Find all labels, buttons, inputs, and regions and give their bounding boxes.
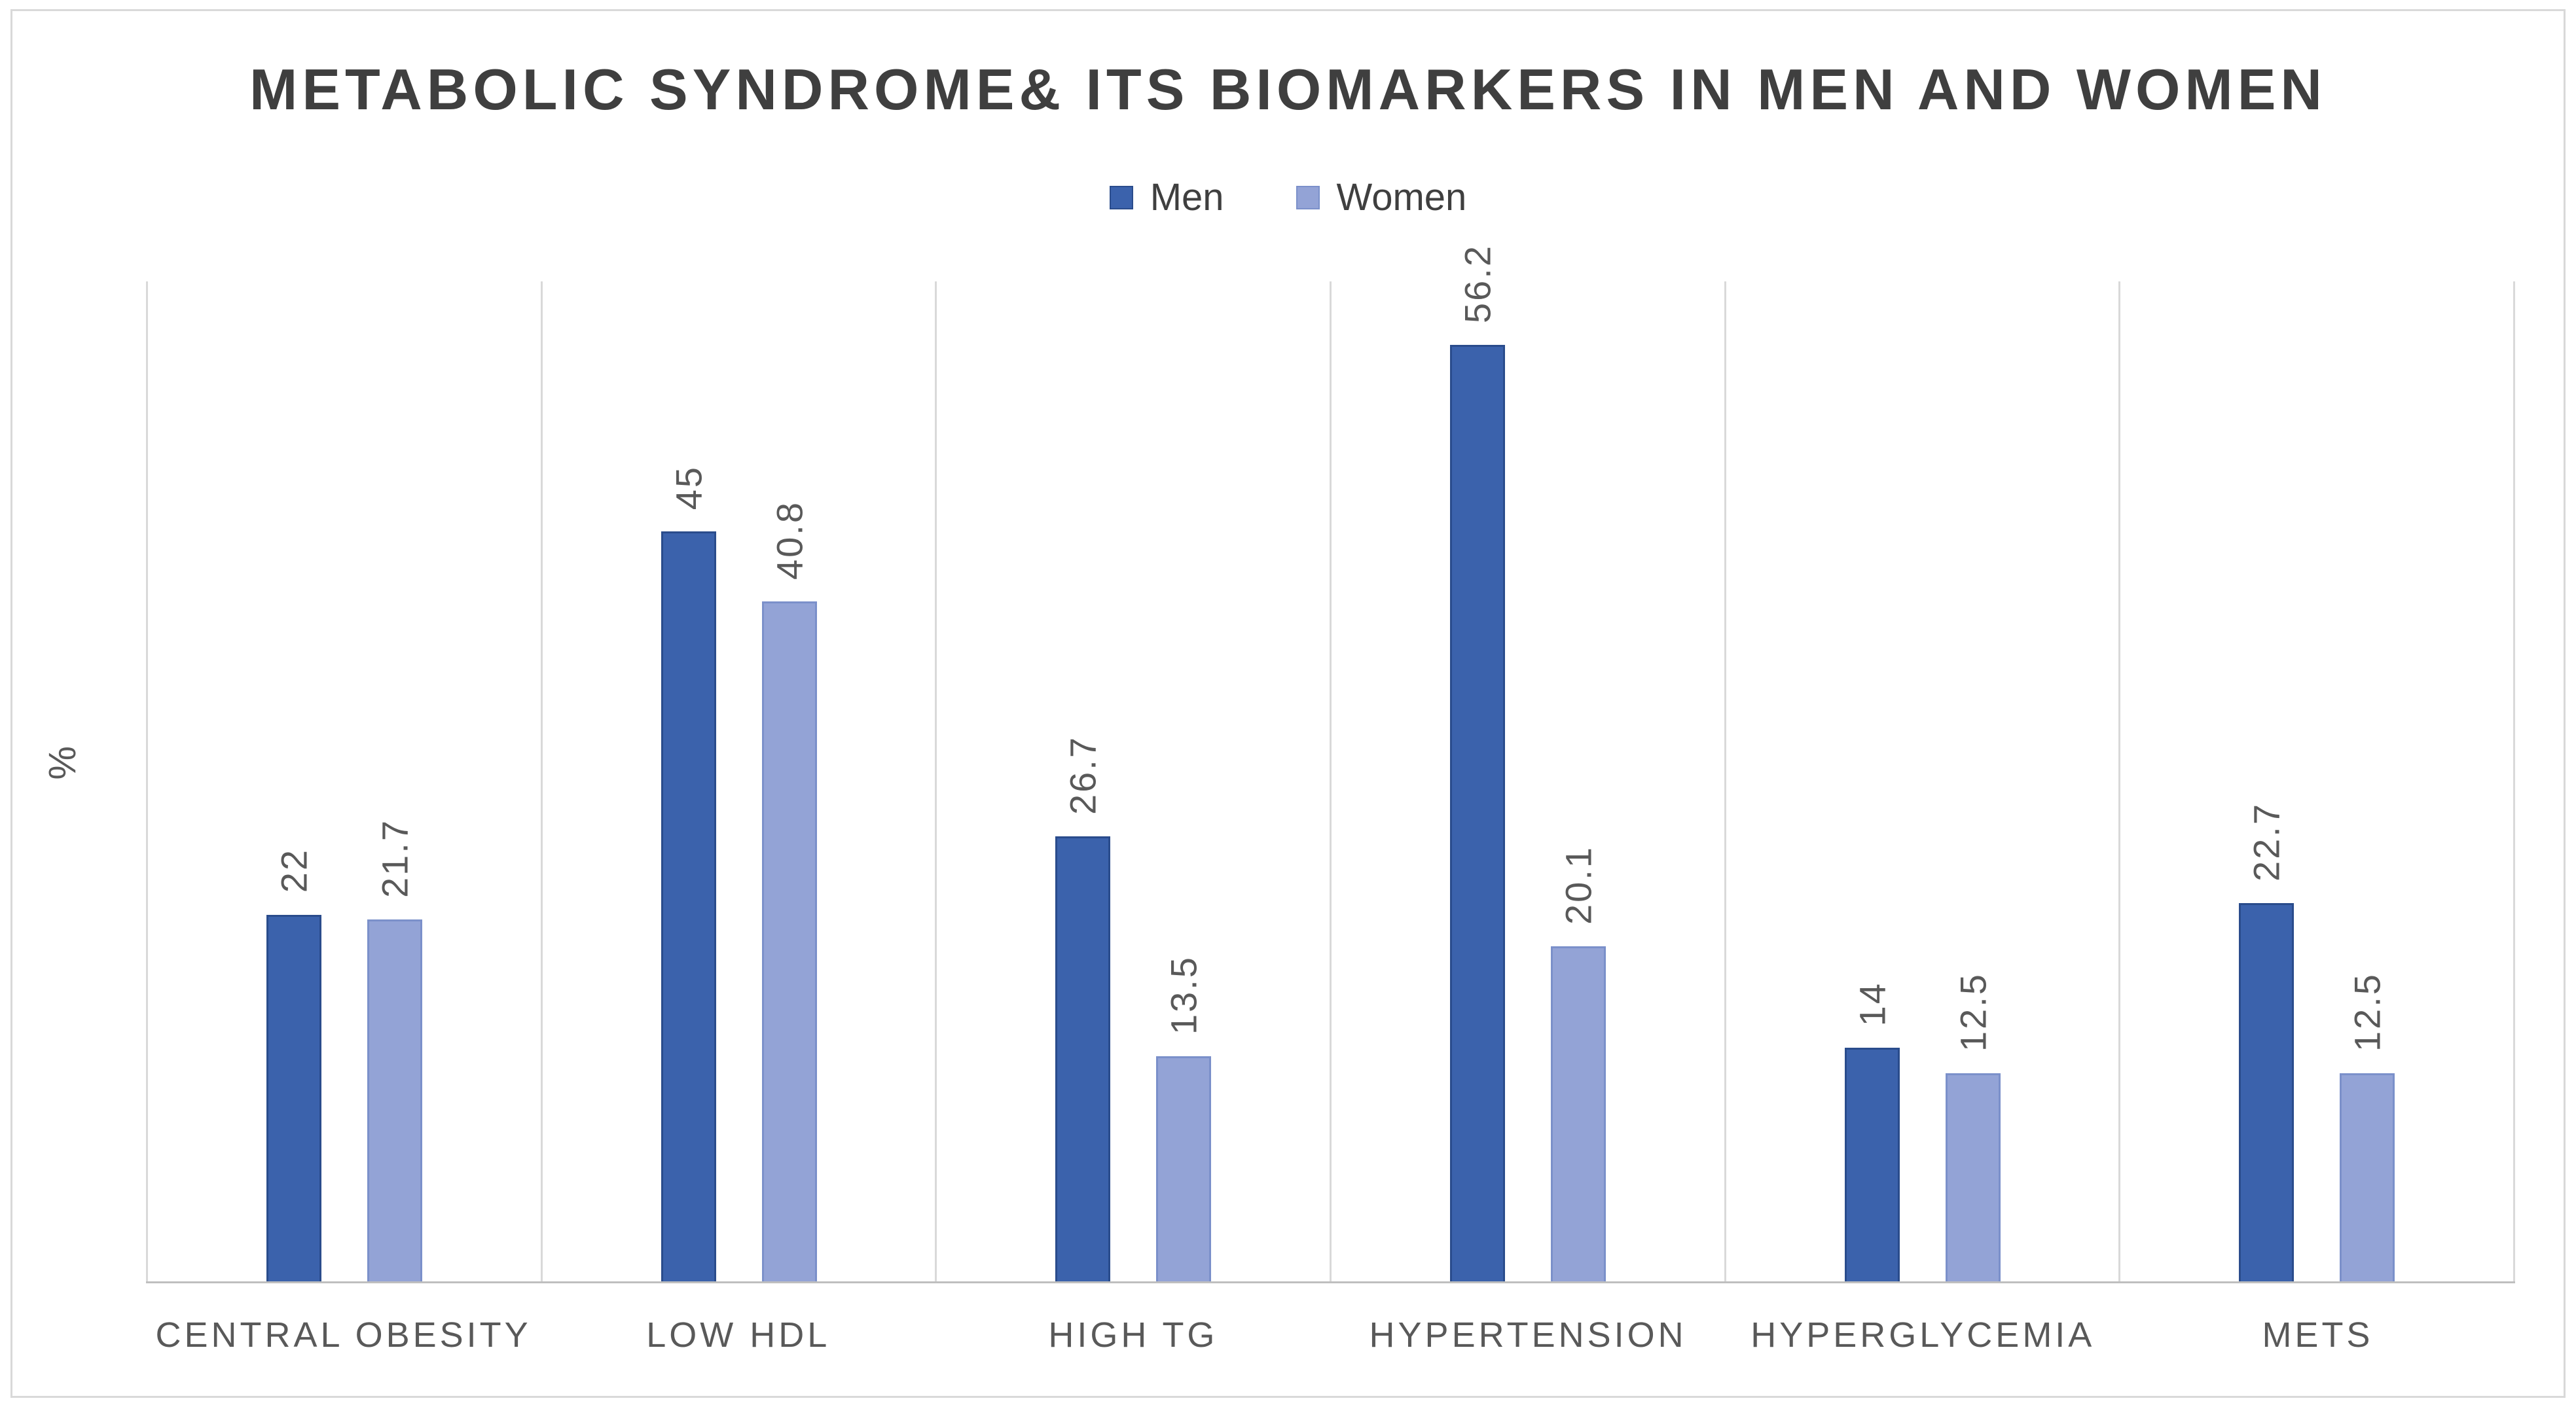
bar-value-label: 22 (273, 848, 315, 893)
bar-value-label: 21.7 (374, 819, 416, 899)
bar-value-label: 14 (1851, 982, 1893, 1027)
legend-label: Women (1336, 176, 1467, 219)
chart-border (10, 9, 2566, 1398)
bar-value-label: 26.7 (1062, 736, 1104, 815)
x-axis-label-hyperglycemia: HYPERGLYCEMIA (1751, 1315, 2095, 1355)
bar-men-high-tg: 26.7 (1055, 736, 1111, 1281)
legend-label: Men (1150, 176, 1224, 219)
bar-value-label: 20.1 (1557, 846, 1599, 925)
x-axis-label-central-obesity: CENTRAL OBESITY (155, 1315, 532, 1355)
legend-swatch-men (1109, 185, 1133, 209)
bar-men-hypertension: 56.2 (1449, 244, 1505, 1281)
category-mets: 22.7 12.5 (2118, 281, 2516, 1281)
y-axis-title: % (41, 746, 84, 780)
chart-title: METABOLIC SYNDROME& ITS BIOMARKERS IN ME… (249, 57, 2327, 122)
legend-item-men: Men (1109, 175, 1224, 219)
bar-women-central-obesity: 21.7 (367, 819, 422, 1281)
legend-item-women: Women (1296, 175, 1467, 219)
bar-women-hypertension: 20.1 (1550, 846, 1606, 1281)
category-central-obesity: 22 21.7 (146, 281, 541, 1281)
bar-value-label: 22.7 (2245, 802, 2287, 882)
category-low-hdl: 45 40.8 (540, 281, 935, 1281)
bar-men-hyperglycemia: 14 (1844, 982, 1900, 1281)
bar-men-central-obesity: 22 (266, 848, 321, 1281)
category-hyperglycemia: 14 12.5 (1724, 281, 2119, 1281)
bar-value-label: 12.5 (2346, 972, 2388, 1052)
bar-women-hyperglycemia: 12.5 (1945, 972, 2001, 1281)
x-axis-label-high-tg: HIGH TG (1048, 1315, 1218, 1355)
category-hypertension: 56.2 20.1 (1330, 244, 1724, 1281)
category-high-tg: 26.7 13.5 (935, 281, 1330, 1281)
bar-value-label: 13.5 (1163, 955, 1205, 1035)
legend: Men Women (0, 175, 2576, 219)
bar-value-label: 12.5 (1952, 972, 1994, 1052)
bar-women-mets: 12.5 (2340, 972, 2395, 1281)
legend-swatch-women (1296, 185, 1320, 209)
bar-men-low-hdl: 45 (661, 465, 716, 1281)
x-axis-label-hypertension: HYPERTENSION (1369, 1315, 1687, 1355)
bar-value-label: 56.2 (1457, 243, 1498, 323)
x-axis-label-low-hdl: LOW HDL (646, 1315, 831, 1355)
bar-women-high-tg: 13.5 (1156, 955, 1212, 1281)
bar-value-label: 40.8 (769, 500, 810, 580)
x-axis-labels: CENTRAL OBESITY LOW HDL HIGH TG HYPERTENSIO… (146, 1283, 2515, 1355)
x-axis-label-mets: METS (2262, 1315, 2374, 1355)
plot-area: 22 21.7 45 40.8 26.7 13.5 56.2 20.1 14 12.5 22.7 12… (146, 244, 2516, 1283)
bar-value-label: 45 (668, 465, 709, 510)
bar-men-mets: 22.7 (2239, 802, 2295, 1281)
bar-women-low-hdl: 40.8 (761, 501, 817, 1281)
